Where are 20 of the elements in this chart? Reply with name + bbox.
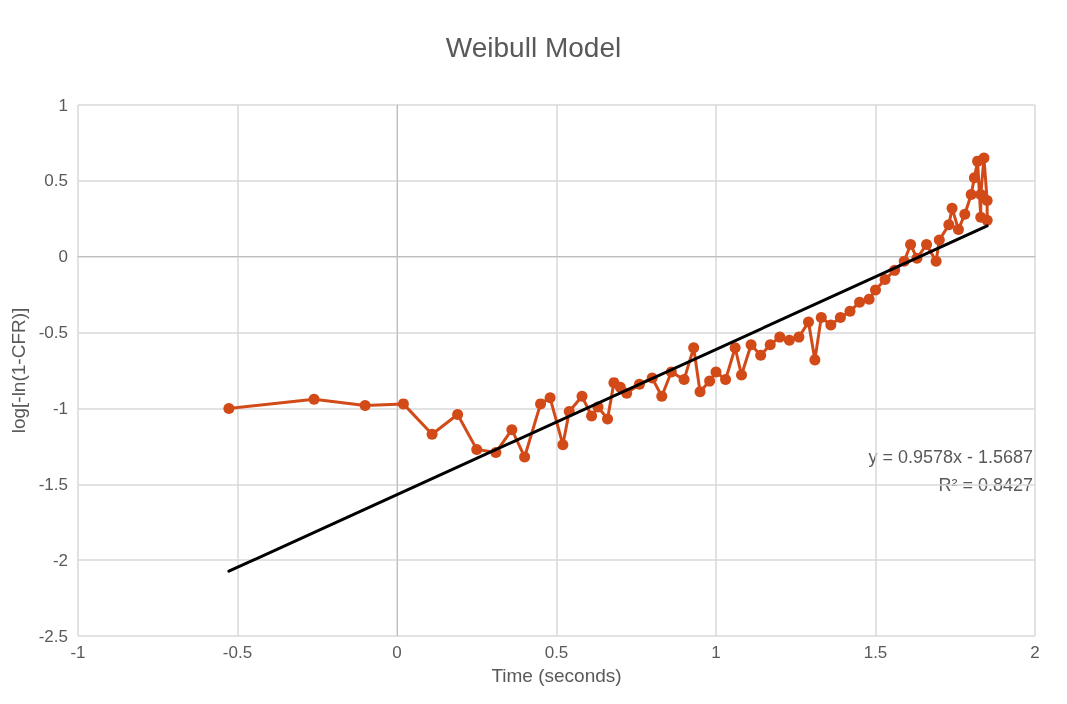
y-tick-label: -0.5 (38, 323, 68, 343)
x-tick-label: -1 (70, 643, 86, 662)
y-tick-label: 0.5 (44, 171, 68, 191)
x-tick-label: -0.5 (222, 643, 253, 662)
x-tick-label: 0 (392, 643, 402, 662)
chart-title: Weibull Model (445, 31, 622, 63)
y-tick-label: -2 (52, 550, 68, 570)
x-axis-title: Time (seconds) (491, 664, 622, 686)
y-tick-label: 0 (58, 247, 68, 267)
y-tick-label: -1 (52, 398, 68, 418)
x-tick-label: 2 (1030, 643, 1040, 662)
annotation: y = 0.9578x - 1.5687 (868, 447, 1033, 467)
y-axis-title: log[-ln(1-CFR)] (7, 307, 29, 434)
y-tick-label: 1 (58, 95, 68, 115)
x-tick-label: 0.5 (544, 643, 569, 662)
x-tick-label: 1.5 (863, 643, 888, 662)
x-tick-label: 1 (711, 643, 721, 662)
y-tick-label: -2.5 (38, 626, 68, 646)
y-tick-label: -1.5 (38, 474, 68, 494)
annotation: R² = 0.8427 (938, 475, 1033, 495)
